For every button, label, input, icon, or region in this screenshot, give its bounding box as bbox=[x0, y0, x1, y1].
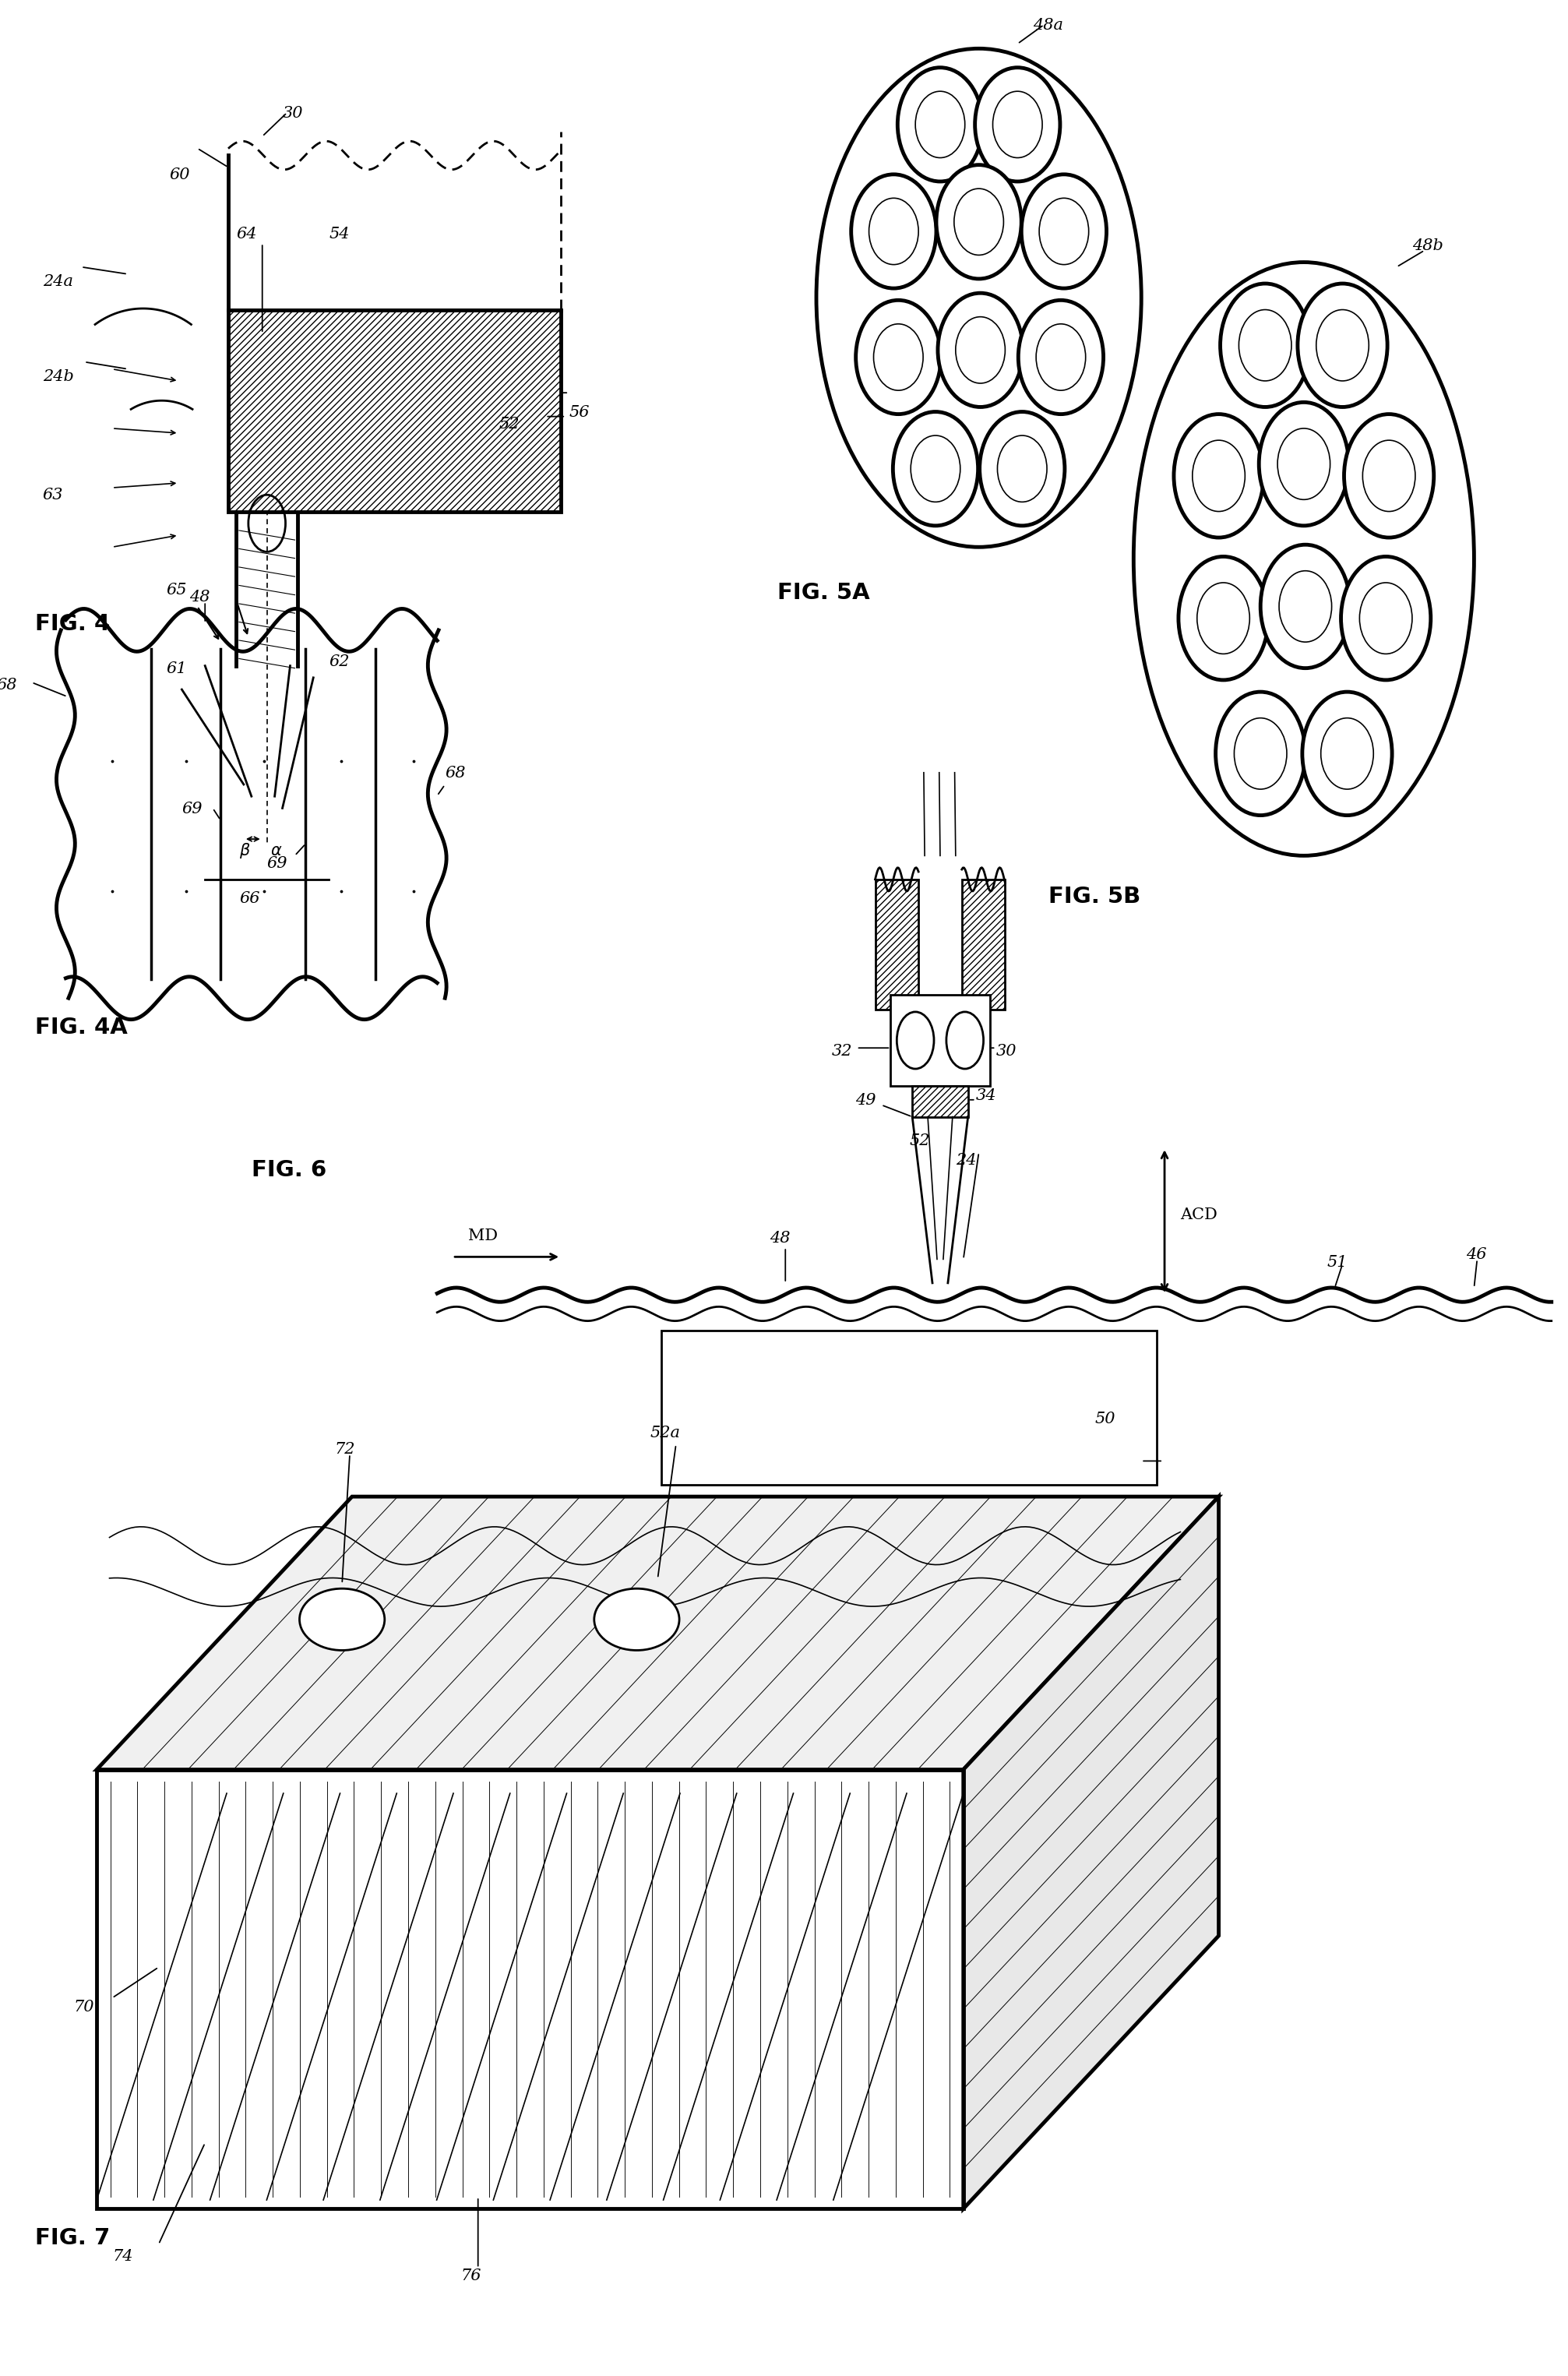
Bar bbox=[875, 879, 919, 1010]
Text: MD: MD bbox=[469, 1228, 497, 1243]
Ellipse shape bbox=[1036, 323, 1085, 390]
Text: 74: 74 bbox=[113, 2250, 133, 2264]
Bar bbox=[662, 1331, 1157, 1485]
Text: 76: 76 bbox=[461, 2269, 481, 2283]
Bar bbox=[891, 996, 989, 1086]
Ellipse shape bbox=[1179, 556, 1269, 680]
Text: 72: 72 bbox=[334, 1442, 354, 1456]
Ellipse shape bbox=[955, 316, 1005, 383]
Text: 24a: 24a bbox=[42, 273, 72, 290]
Ellipse shape bbox=[1192, 440, 1245, 511]
Ellipse shape bbox=[869, 197, 919, 264]
Ellipse shape bbox=[1320, 718, 1374, 789]
Ellipse shape bbox=[873, 323, 924, 390]
Text: 30: 30 bbox=[996, 1043, 1016, 1060]
Text: 66: 66 bbox=[238, 891, 260, 905]
Ellipse shape bbox=[1040, 197, 1088, 264]
Text: FIG. 4: FIG. 4 bbox=[34, 613, 110, 634]
Text: 68: 68 bbox=[0, 677, 17, 694]
Ellipse shape bbox=[1239, 309, 1292, 380]
Text: 48: 48 bbox=[190, 589, 210, 606]
Text: 32: 32 bbox=[831, 1043, 853, 1060]
Text: $\beta$: $\beta$ bbox=[238, 841, 251, 860]
Ellipse shape bbox=[856, 299, 941, 413]
Text: 61: 61 bbox=[166, 661, 187, 677]
Text: 52: 52 bbox=[909, 1133, 930, 1148]
Text: 56: 56 bbox=[569, 404, 590, 421]
Text: ACD: ACD bbox=[1181, 1207, 1217, 1221]
Ellipse shape bbox=[911, 435, 960, 501]
Ellipse shape bbox=[594, 1590, 679, 1651]
Ellipse shape bbox=[1359, 582, 1413, 653]
Ellipse shape bbox=[1174, 413, 1264, 537]
Text: FIG. 5A: FIG. 5A bbox=[778, 582, 870, 604]
Text: 69: 69 bbox=[267, 855, 287, 870]
Ellipse shape bbox=[1316, 309, 1369, 380]
Text: 24: 24 bbox=[955, 1152, 977, 1167]
Polygon shape bbox=[963, 1497, 1218, 2210]
Ellipse shape bbox=[936, 164, 1021, 278]
Text: 49: 49 bbox=[855, 1093, 875, 1107]
Ellipse shape bbox=[1279, 570, 1331, 642]
Ellipse shape bbox=[1259, 402, 1348, 525]
Ellipse shape bbox=[1363, 440, 1416, 511]
Ellipse shape bbox=[916, 90, 964, 157]
Text: $\alpha$: $\alpha$ bbox=[270, 843, 282, 858]
Text: 24b: 24b bbox=[42, 368, 74, 385]
Bar bbox=[913, 1086, 967, 1117]
Ellipse shape bbox=[1234, 718, 1287, 789]
Ellipse shape bbox=[1303, 691, 1392, 815]
Text: 48: 48 bbox=[770, 1231, 790, 1245]
Text: 30: 30 bbox=[282, 105, 303, 121]
Text: 51: 51 bbox=[1327, 1255, 1347, 1269]
Text: 48b: 48b bbox=[1413, 238, 1443, 254]
Text: 64: 64 bbox=[235, 226, 257, 242]
Text: 50: 50 bbox=[1094, 1411, 1115, 1426]
Text: 52: 52 bbox=[499, 416, 519, 432]
Text: 52a: 52a bbox=[651, 1426, 681, 1440]
Text: 34: 34 bbox=[975, 1088, 996, 1102]
Text: FIG. 5B: FIG. 5B bbox=[1049, 886, 1140, 908]
Polygon shape bbox=[97, 1497, 1218, 1770]
Text: 62: 62 bbox=[329, 653, 350, 670]
Text: 63: 63 bbox=[42, 487, 63, 504]
Ellipse shape bbox=[975, 67, 1060, 181]
Text: 69: 69 bbox=[182, 801, 202, 815]
Text: 60: 60 bbox=[169, 166, 190, 183]
Text: 70: 70 bbox=[74, 2001, 94, 2015]
Ellipse shape bbox=[1278, 428, 1330, 499]
Ellipse shape bbox=[1021, 173, 1107, 287]
Ellipse shape bbox=[938, 292, 1022, 406]
Text: 54: 54 bbox=[329, 226, 350, 242]
Ellipse shape bbox=[1261, 544, 1350, 668]
Text: FIG. 6: FIG. 6 bbox=[251, 1159, 326, 1181]
Ellipse shape bbox=[1341, 556, 1430, 680]
Text: FIG. 4A: FIG. 4A bbox=[34, 1017, 127, 1038]
Ellipse shape bbox=[1215, 691, 1306, 815]
Text: 48a: 48a bbox=[1033, 19, 1063, 33]
Ellipse shape bbox=[997, 435, 1047, 501]
Ellipse shape bbox=[1344, 413, 1433, 537]
Bar bbox=[961, 879, 1005, 1010]
Ellipse shape bbox=[851, 173, 936, 287]
Ellipse shape bbox=[1220, 283, 1309, 406]
Text: 46: 46 bbox=[1466, 1247, 1486, 1262]
Bar bbox=[229, 309, 561, 511]
Text: FIG. 7: FIG. 7 bbox=[34, 2226, 110, 2250]
Ellipse shape bbox=[980, 411, 1065, 525]
Ellipse shape bbox=[993, 90, 1043, 157]
Ellipse shape bbox=[1018, 299, 1104, 413]
Ellipse shape bbox=[1298, 283, 1388, 406]
Ellipse shape bbox=[953, 188, 1004, 254]
Ellipse shape bbox=[1196, 582, 1250, 653]
Text: 68: 68 bbox=[445, 765, 466, 779]
Text: 65: 65 bbox=[166, 582, 187, 599]
Ellipse shape bbox=[897, 67, 983, 181]
Ellipse shape bbox=[299, 1590, 384, 1651]
Ellipse shape bbox=[892, 411, 978, 525]
